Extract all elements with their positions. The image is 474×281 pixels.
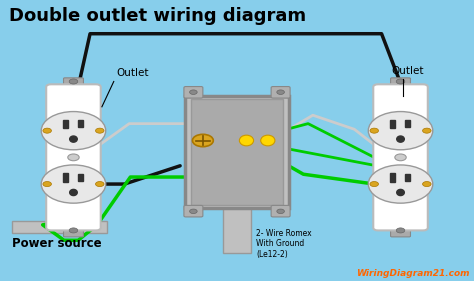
Circle shape — [69, 79, 78, 84]
FancyBboxPatch shape — [271, 205, 290, 217]
Circle shape — [69, 228, 78, 233]
Circle shape — [396, 79, 405, 84]
FancyBboxPatch shape — [46, 84, 100, 230]
Text: 2- Wire Romex
With Ground
(Le12-2): 2- Wire Romex With Ground (Le12-2) — [256, 229, 311, 259]
Bar — [78, 174, 83, 181]
Ellipse shape — [70, 189, 77, 196]
Bar — [405, 120, 410, 127]
Ellipse shape — [397, 189, 404, 196]
Bar — [78, 120, 83, 127]
Bar — [223, 208, 251, 253]
Ellipse shape — [239, 135, 254, 146]
Bar — [390, 120, 395, 128]
Circle shape — [368, 165, 433, 203]
FancyBboxPatch shape — [191, 99, 283, 205]
Bar — [63, 173, 68, 182]
FancyBboxPatch shape — [271, 87, 290, 98]
Ellipse shape — [70, 136, 77, 142]
Circle shape — [190, 209, 197, 214]
Ellipse shape — [397, 136, 404, 142]
FancyBboxPatch shape — [373, 84, 428, 230]
Text: Outlet: Outlet — [116, 68, 149, 78]
Text: WiringDiagram21.com: WiringDiagram21.com — [356, 269, 469, 278]
Circle shape — [370, 182, 378, 187]
Circle shape — [190, 90, 197, 94]
FancyBboxPatch shape — [185, 96, 289, 208]
Circle shape — [277, 90, 284, 94]
Circle shape — [396, 228, 405, 233]
Text: Double outlet wiring diagram: Double outlet wiring diagram — [9, 7, 307, 25]
FancyBboxPatch shape — [391, 225, 410, 237]
Circle shape — [43, 182, 52, 187]
Circle shape — [368, 112, 433, 150]
Circle shape — [277, 209, 284, 214]
FancyBboxPatch shape — [64, 225, 83, 237]
Text: Power source: Power source — [12, 237, 101, 250]
FancyBboxPatch shape — [391, 78, 410, 89]
Bar — [405, 174, 410, 181]
Circle shape — [41, 112, 106, 150]
Circle shape — [422, 128, 431, 133]
Circle shape — [370, 128, 378, 133]
Circle shape — [68, 154, 79, 161]
FancyBboxPatch shape — [64, 78, 83, 89]
Bar — [63, 120, 68, 128]
Circle shape — [96, 182, 104, 187]
Text: Outlet: Outlet — [391, 67, 424, 76]
Bar — [390, 173, 395, 182]
Circle shape — [422, 182, 431, 187]
FancyBboxPatch shape — [184, 87, 203, 98]
Bar — [12, 221, 107, 233]
Circle shape — [41, 165, 106, 203]
FancyBboxPatch shape — [184, 205, 203, 217]
Circle shape — [96, 128, 104, 133]
Circle shape — [395, 154, 406, 161]
Ellipse shape — [261, 135, 275, 146]
Circle shape — [192, 134, 213, 147]
Circle shape — [43, 128, 52, 133]
